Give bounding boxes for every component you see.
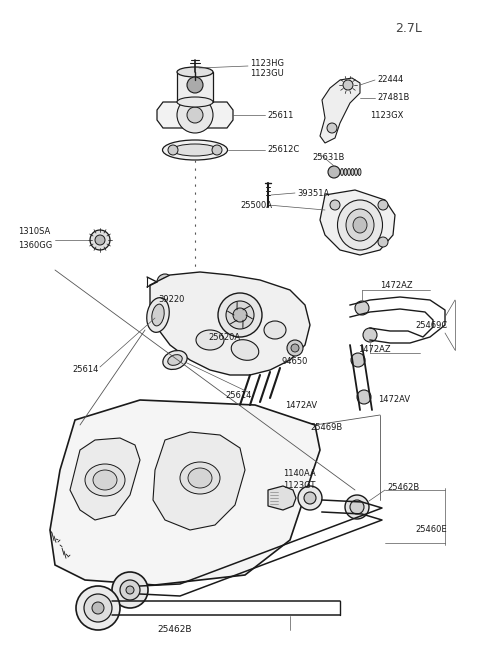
Text: 1310SA: 1310SA <box>18 227 50 236</box>
Ellipse shape <box>177 67 213 77</box>
Ellipse shape <box>196 330 224 350</box>
Circle shape <box>291 344 299 352</box>
Text: 1123HG: 1123HG <box>250 58 284 67</box>
Text: 25469C: 25469C <box>415 320 447 329</box>
Text: 1140AA: 1140AA <box>283 468 316 477</box>
Ellipse shape <box>346 209 374 241</box>
Text: 2.7L: 2.7L <box>395 22 422 35</box>
Circle shape <box>191 79 199 87</box>
Circle shape <box>168 145 178 155</box>
Ellipse shape <box>152 304 164 326</box>
Ellipse shape <box>353 217 367 233</box>
Circle shape <box>355 301 369 315</box>
Circle shape <box>327 123 337 133</box>
Circle shape <box>95 235 105 245</box>
Circle shape <box>328 166 340 178</box>
Circle shape <box>226 301 254 329</box>
Polygon shape <box>153 432 245 530</box>
Ellipse shape <box>344 168 347 176</box>
Circle shape <box>343 80 353 90</box>
Circle shape <box>378 237 388 247</box>
Text: 25614: 25614 <box>72 365 98 375</box>
Circle shape <box>350 500 364 514</box>
Circle shape <box>218 293 262 337</box>
Ellipse shape <box>340 168 344 176</box>
Text: 25460E: 25460E <box>415 525 446 534</box>
Circle shape <box>298 486 322 510</box>
Circle shape <box>92 602 104 614</box>
Text: 25462B: 25462B <box>387 483 419 493</box>
Circle shape <box>126 586 134 594</box>
Circle shape <box>287 340 303 356</box>
Text: 25500A: 25500A <box>240 200 272 210</box>
Text: 94650: 94650 <box>282 358 308 367</box>
Ellipse shape <box>180 462 220 494</box>
Text: 22444: 22444 <box>377 75 403 84</box>
Circle shape <box>330 200 340 210</box>
Polygon shape <box>268 486 296 510</box>
Text: 25620A: 25620A <box>208 333 240 343</box>
Circle shape <box>161 278 169 286</box>
Circle shape <box>357 390 371 404</box>
Polygon shape <box>157 102 233 128</box>
Circle shape <box>304 492 316 504</box>
Circle shape <box>157 274 173 290</box>
Ellipse shape <box>337 200 383 250</box>
Circle shape <box>120 580 140 600</box>
Circle shape <box>90 230 110 250</box>
Ellipse shape <box>177 97 213 107</box>
Ellipse shape <box>348 168 350 176</box>
Ellipse shape <box>264 321 286 339</box>
Circle shape <box>378 200 388 210</box>
Circle shape <box>187 77 203 93</box>
Text: 1123GT: 1123GT <box>283 481 315 491</box>
Ellipse shape <box>351 168 354 176</box>
Text: 25469B: 25469B <box>310 422 342 432</box>
Ellipse shape <box>93 470 117 490</box>
Ellipse shape <box>163 140 228 160</box>
Ellipse shape <box>147 297 169 332</box>
Text: 1360GG: 1360GG <box>18 242 52 250</box>
Circle shape <box>351 353 365 367</box>
Text: 1472AZ: 1472AZ <box>380 280 413 290</box>
Text: 39220: 39220 <box>158 295 184 305</box>
Circle shape <box>76 586 120 630</box>
Circle shape <box>177 97 213 133</box>
Text: 25611: 25611 <box>267 111 293 119</box>
Polygon shape <box>150 272 310 375</box>
Ellipse shape <box>355 168 358 176</box>
Ellipse shape <box>172 144 217 156</box>
Bar <box>177 72 213 102</box>
Text: 1472AZ: 1472AZ <box>358 345 391 354</box>
Text: 1472AV: 1472AV <box>285 400 317 409</box>
Text: 25614: 25614 <box>225 390 252 400</box>
Polygon shape <box>50 400 320 585</box>
Text: 27481B: 27481B <box>377 94 409 102</box>
Circle shape <box>84 594 112 622</box>
Ellipse shape <box>163 350 187 369</box>
Text: 1123GX: 1123GX <box>370 111 403 121</box>
Text: 39351A: 39351A <box>297 189 329 198</box>
Text: 25612C: 25612C <box>267 145 299 155</box>
Text: 1472AV: 1472AV <box>378 396 410 405</box>
Ellipse shape <box>168 354 182 365</box>
Text: 25462B: 25462B <box>158 626 192 635</box>
Polygon shape <box>320 190 395 255</box>
Ellipse shape <box>188 468 212 488</box>
Circle shape <box>187 107 203 123</box>
Polygon shape <box>320 78 360 143</box>
Polygon shape <box>70 438 140 520</box>
Circle shape <box>212 145 222 155</box>
Ellipse shape <box>85 464 125 496</box>
Circle shape <box>345 495 369 519</box>
Circle shape <box>363 328 377 342</box>
Ellipse shape <box>358 168 361 176</box>
Circle shape <box>112 572 148 608</box>
Text: 1123GU: 1123GU <box>250 69 284 79</box>
Ellipse shape <box>231 340 259 360</box>
Circle shape <box>233 308 247 322</box>
Text: 25631B: 25631B <box>312 153 344 162</box>
